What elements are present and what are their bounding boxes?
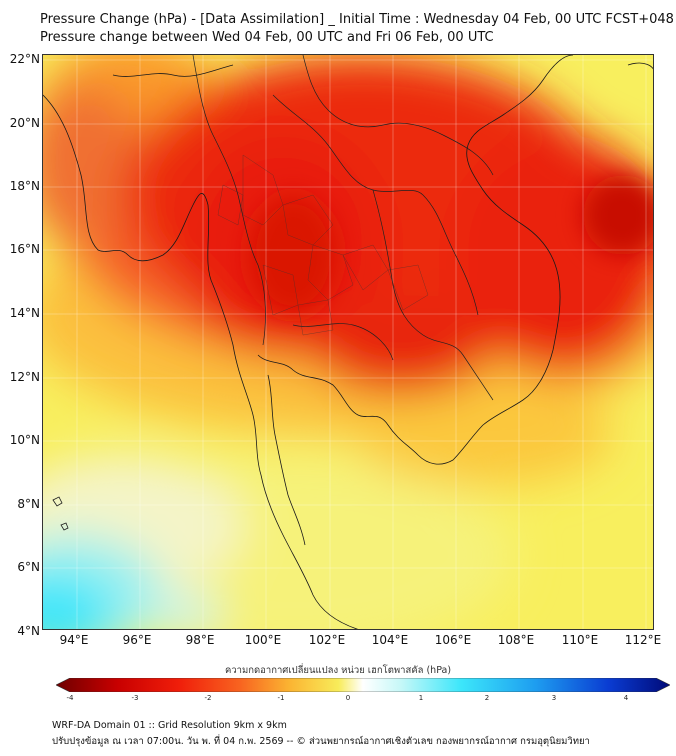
coastlines [43,55,653,629]
province-borders [217,154,429,336]
lon-label: 104°E [371,633,409,647]
graticule [43,55,653,629]
lat-label: 22°N [9,52,40,66]
lon-label: 100°E [244,633,282,647]
lon-label: 94°E [59,633,89,647]
colorbar-tick: -1 [277,694,285,702]
colorbar-tick: -2 [204,694,212,702]
colorbar-tick: -4 [66,694,74,702]
pressure-change-map [42,54,654,630]
lon-label: 110°E [561,633,599,647]
chart-subtitle: Pressure change between Wed 04 Feb, 00 U… [40,30,494,45]
lat-label: 14°N [9,306,40,320]
colorbar-label: ความกดอากาศเปลี่ยนแปลง หน่วย เฮกโตพาสคัล… [224,665,452,676]
lat-label: 20°N [9,116,40,130]
lon-label: 96°E [122,633,152,647]
colorbar [56,678,670,692]
lat-label: 10°N [9,433,40,447]
country-borders [192,55,494,401]
lon-label: 98°E [185,633,215,647]
chart-title: Pressure Change (hPa) - [Data Assimilati… [40,12,674,27]
lat-label: 16°N [9,242,40,256]
lat-label: 4°N [17,624,40,638]
lat-label: 8°N [17,497,40,511]
colorbar-tick: 1 [418,694,424,702]
colorbar-tick: 2 [484,694,490,702]
colorbar-tick: 4 [623,694,629,702]
lon-label: 106°E [434,633,472,647]
colorbar-tick: -3 [131,694,139,702]
lat-label: 12°N [9,370,40,384]
lon-label: 102°E [308,633,346,647]
colorbar-tick: 3 [551,694,557,702]
footer-model-info: WRF-DA Domain 01 :: Grid Resolution 9km … [52,720,287,731]
lon-label: 112°E [624,633,662,647]
lat-label: 18°N [9,179,40,193]
lon-label: 108°E [497,633,535,647]
lat-label: 6°N [17,560,40,574]
footer-credit: ปรับปรุงข้อมูล ณ เวลา 07:00น. วัน พ. ที่… [52,736,590,747]
pressure-field-max [248,175,653,315]
colorbar-tick: 0 [345,694,351,702]
